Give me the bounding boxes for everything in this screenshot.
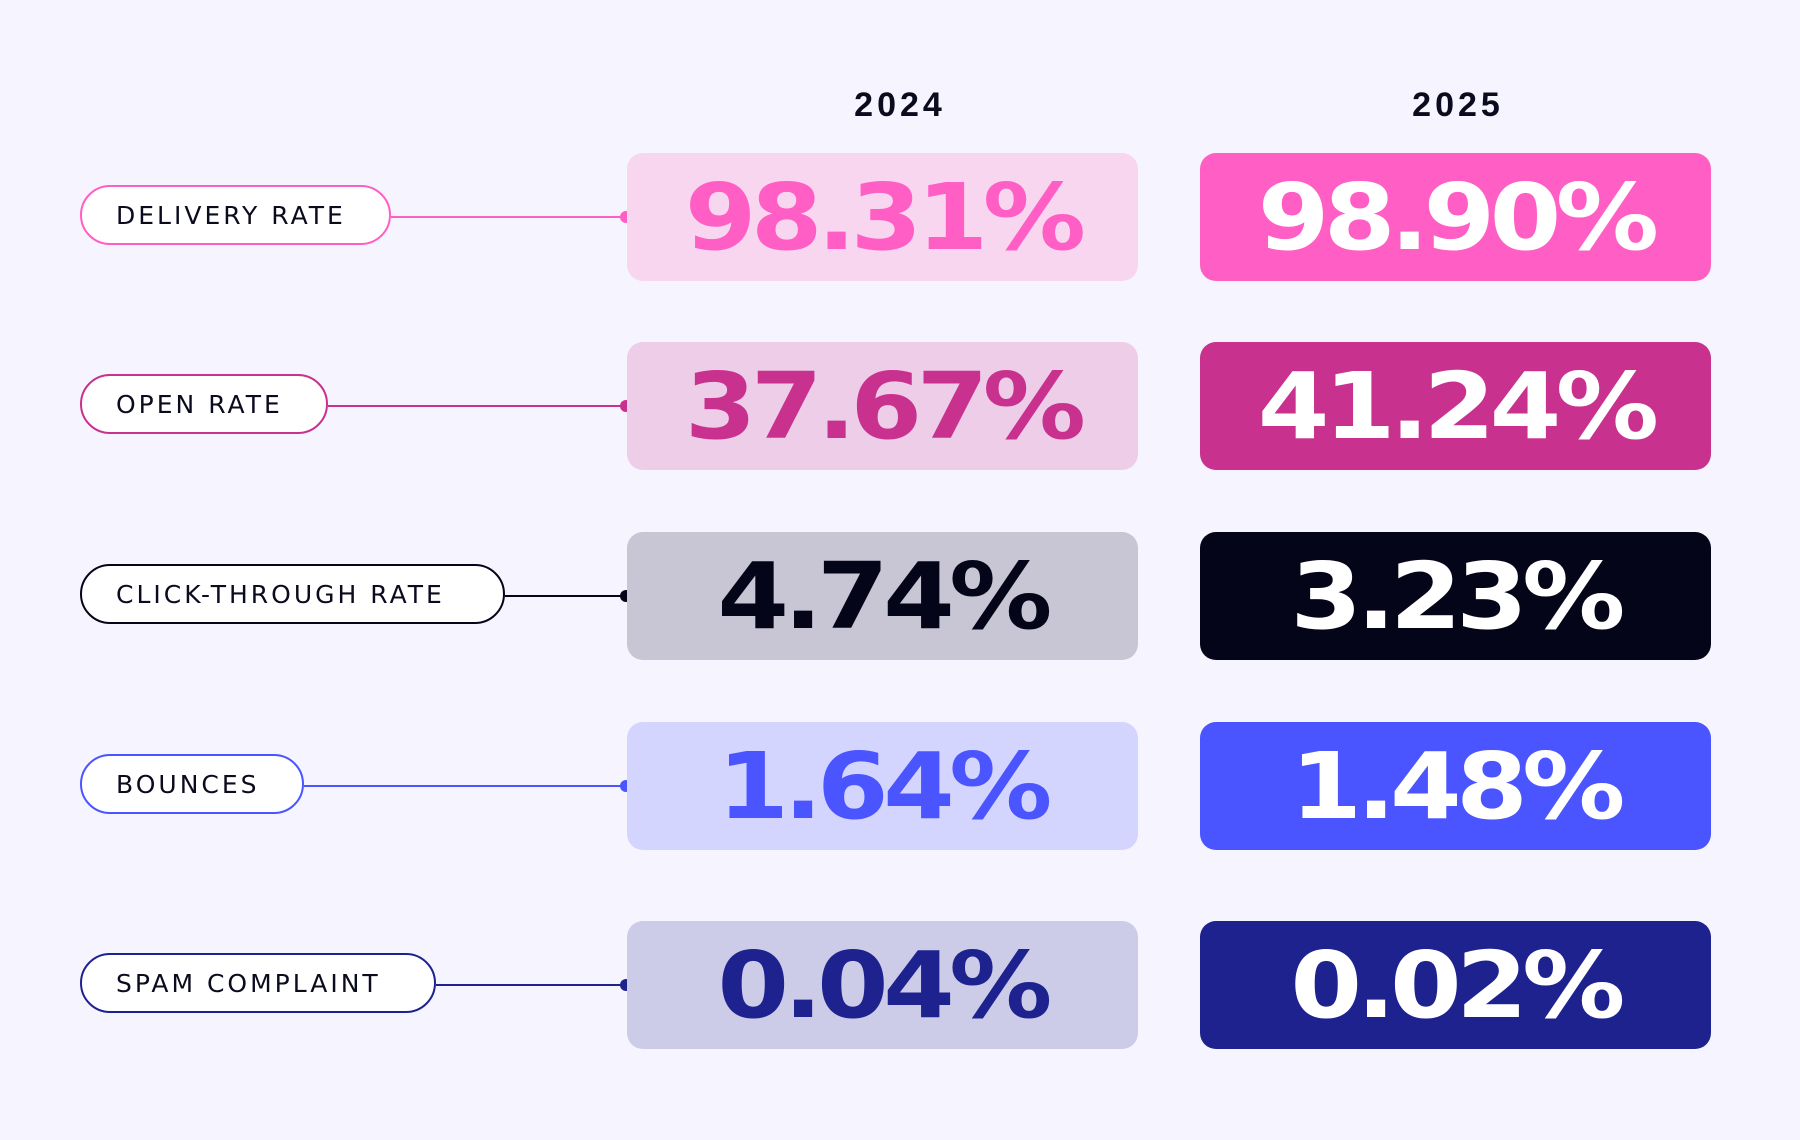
metric-label: BOUNCES bbox=[116, 769, 260, 799]
metric-label: SPAM COMPLAINT bbox=[116, 968, 381, 998]
metric-label-pill: SPAM COMPLAINT bbox=[80, 953, 436, 1013]
value-2025: 98.90% bbox=[1257, 163, 1659, 271]
value-box-2024: 0.04% bbox=[627, 921, 1138, 1049]
value-box-2025: 98.90% bbox=[1200, 153, 1711, 281]
value-box-2024: 4.74% bbox=[627, 532, 1138, 660]
metric-row: DELIVERY RATE 98.31% 98.90% bbox=[0, 153, 1800, 281]
metric-row: BOUNCES 1.64% 1.48% bbox=[0, 722, 1800, 850]
value-2024: 1.64% bbox=[717, 732, 1053, 840]
connector-line bbox=[328, 405, 626, 407]
metric-label-pill: DELIVERY RATE bbox=[80, 185, 391, 245]
value-2024: 98.31% bbox=[684, 163, 1086, 271]
value-box-2025: 3.23% bbox=[1200, 532, 1711, 660]
value-2025: 1.48% bbox=[1290, 732, 1626, 840]
metric-row: CLICK-THROUGH RATE 4.74% 3.23% bbox=[0, 532, 1800, 660]
value-2024: 37.67% bbox=[684, 352, 1086, 460]
value-2024: 4.74% bbox=[717, 542, 1053, 650]
connector-line bbox=[304, 785, 626, 787]
metric-label-pill: CLICK-THROUGH RATE bbox=[80, 564, 505, 624]
metric-label-pill: BOUNCES bbox=[80, 754, 304, 814]
year-header-2024: 2024 bbox=[854, 86, 946, 124]
metric-row: OPEN RATE 37.67% 41.24% bbox=[0, 342, 1800, 470]
value-box-2024: 98.31% bbox=[627, 153, 1138, 281]
value-2025: 3.23% bbox=[1290, 542, 1626, 650]
value-box-2025: 41.24% bbox=[1200, 342, 1711, 470]
value-2025: 41.24% bbox=[1257, 352, 1659, 460]
year-header-2025: 2025 bbox=[1412, 86, 1504, 124]
metric-row: SPAM COMPLAINT 0.04% 0.02% bbox=[0, 921, 1800, 1049]
metric-label: OPEN RATE bbox=[116, 389, 283, 419]
connector-line bbox=[436, 984, 626, 986]
connector-line bbox=[391, 216, 626, 218]
connector-line bbox=[505, 595, 626, 597]
value-box-2025: 1.48% bbox=[1200, 722, 1711, 850]
value-2024: 0.04% bbox=[717, 931, 1053, 1039]
metric-label-pill: OPEN RATE bbox=[80, 374, 328, 434]
value-box-2024: 37.67% bbox=[627, 342, 1138, 470]
metric-label: DELIVERY RATE bbox=[116, 200, 346, 230]
value-box-2025: 0.02% bbox=[1200, 921, 1711, 1049]
value-2025: 0.02% bbox=[1290, 931, 1626, 1039]
value-box-2024: 1.64% bbox=[627, 722, 1138, 850]
metric-label: CLICK-THROUGH RATE bbox=[116, 579, 445, 609]
